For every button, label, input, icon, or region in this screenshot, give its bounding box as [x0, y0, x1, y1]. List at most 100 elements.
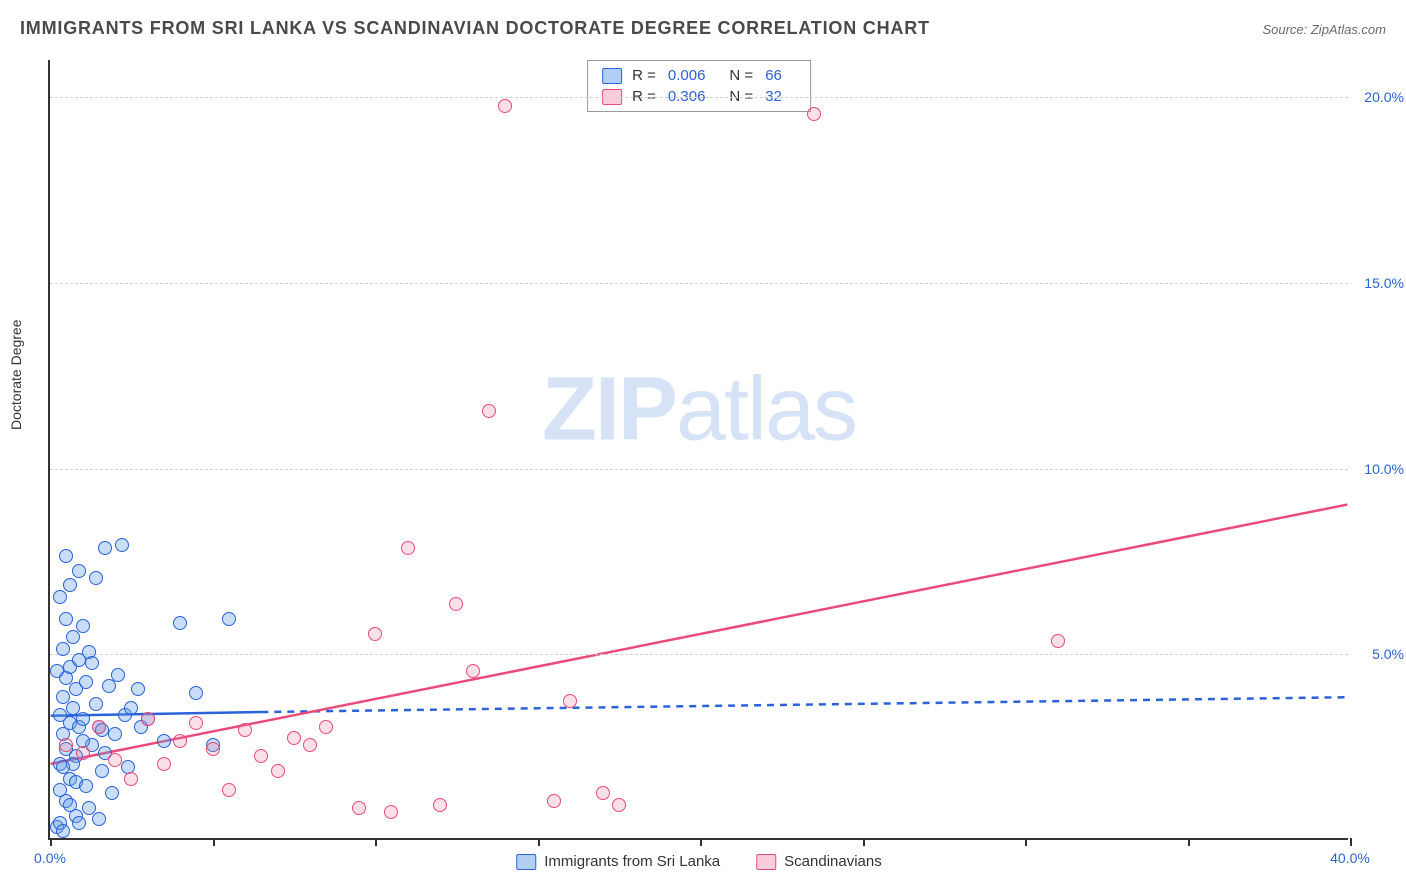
data-point [105, 786, 119, 800]
legend-row-blue: R = 0.006 N = 66 [602, 65, 796, 86]
data-point [53, 708, 67, 722]
n-label: N = [729, 67, 753, 84]
data-point [95, 764, 109, 778]
legend-item-blue: Immigrants from Sri Lanka [516, 853, 720, 870]
y-tick-label: 15.0% [1364, 275, 1404, 291]
gridline [50, 469, 1348, 470]
data-point [108, 727, 122, 741]
data-point [238, 723, 252, 737]
data-point [76, 619, 90, 633]
data-point [59, 549, 73, 563]
x-tick [1350, 838, 1352, 846]
data-point [56, 760, 70, 774]
data-point [53, 783, 67, 797]
x-tick [1025, 838, 1027, 846]
data-point [92, 720, 106, 734]
data-point [111, 668, 125, 682]
data-point [56, 690, 70, 704]
data-point [131, 682, 145, 696]
x-tick [538, 838, 540, 846]
data-point [401, 541, 415, 555]
chart-title: IMMIGRANTS FROM SRI LANKA VS SCANDINAVIA… [20, 18, 930, 39]
data-point [108, 753, 122, 767]
data-point [596, 786, 610, 800]
data-point [89, 697, 103, 711]
data-point [124, 772, 138, 786]
watermark-bold: ZIP [542, 360, 676, 460]
data-point [89, 571, 103, 585]
source-name: ZipAtlas.com [1311, 22, 1386, 37]
data-point [79, 675, 93, 689]
data-point [547, 794, 561, 808]
data-point [206, 742, 220, 756]
watermark: ZIPatlas [542, 359, 856, 462]
r-label: R = [632, 67, 656, 84]
data-point [189, 716, 203, 730]
data-point [807, 107, 821, 121]
data-point [59, 612, 73, 626]
r-value-blue: 0.006 [668, 67, 706, 84]
source-attribution: Source: ZipAtlas.com [1262, 22, 1386, 37]
data-point [92, 812, 106, 826]
data-point [173, 616, 187, 630]
data-point [76, 746, 90, 760]
source-prefix: Source: [1262, 22, 1310, 37]
y-tick-label: 10.0% [1364, 461, 1404, 477]
data-point [157, 757, 171, 771]
x-tick [375, 838, 377, 846]
swatch-pink [756, 854, 776, 870]
data-point [72, 564, 86, 578]
data-point [63, 798, 77, 812]
data-point [222, 783, 236, 797]
plot-area: ZIPatlas R = 0.006 N = 66 R = 0.306 N = … [48, 60, 1348, 840]
data-point [102, 679, 116, 693]
trend-lines [50, 60, 1348, 838]
legend-label-blue: Immigrants from Sri Lanka [544, 853, 720, 870]
swatch-blue [602, 68, 622, 84]
gridline [50, 654, 1348, 655]
data-point [72, 816, 86, 830]
data-point [498, 99, 512, 113]
x-tick [1188, 838, 1190, 846]
data-point [612, 798, 626, 812]
data-point [449, 597, 463, 611]
data-point [53, 590, 67, 604]
y-tick-label: 5.0% [1372, 646, 1404, 662]
data-point [433, 798, 447, 812]
data-point [56, 824, 70, 838]
data-point [157, 734, 171, 748]
data-point [59, 738, 73, 752]
data-point [63, 578, 77, 592]
gridline [50, 97, 1348, 98]
swatch-blue [516, 854, 536, 870]
data-point [1051, 634, 1065, 648]
data-point [141, 712, 155, 726]
data-point [271, 764, 285, 778]
x-tick [863, 838, 865, 846]
x-tick [213, 838, 215, 846]
data-point [482, 404, 496, 418]
data-point [189, 686, 203, 700]
data-point [79, 779, 93, 793]
data-point [384, 805, 398, 819]
data-point [50, 664, 64, 678]
data-point [254, 749, 268, 763]
data-point [76, 712, 90, 726]
data-point [319, 720, 333, 734]
data-point [563, 694, 577, 708]
n-value-blue: 66 [765, 67, 782, 84]
x-tick-label: 0.0% [34, 850, 66, 866]
data-point [303, 738, 317, 752]
gridline [50, 283, 1348, 284]
x-tick [50, 838, 52, 846]
data-point [466, 664, 480, 678]
x-tick-label: 40.0% [1330, 850, 1370, 866]
series-legend: Immigrants from Sri Lanka Scandinavians [516, 853, 881, 870]
legend-label-pink: Scandinavians [784, 853, 882, 870]
data-point [56, 642, 70, 656]
data-point [124, 701, 138, 715]
correlation-legend: R = 0.006 N = 66 R = 0.306 N = 32 [587, 60, 811, 112]
watermark-light: atlas [676, 360, 856, 460]
data-point [85, 656, 99, 670]
data-point [66, 630, 80, 644]
